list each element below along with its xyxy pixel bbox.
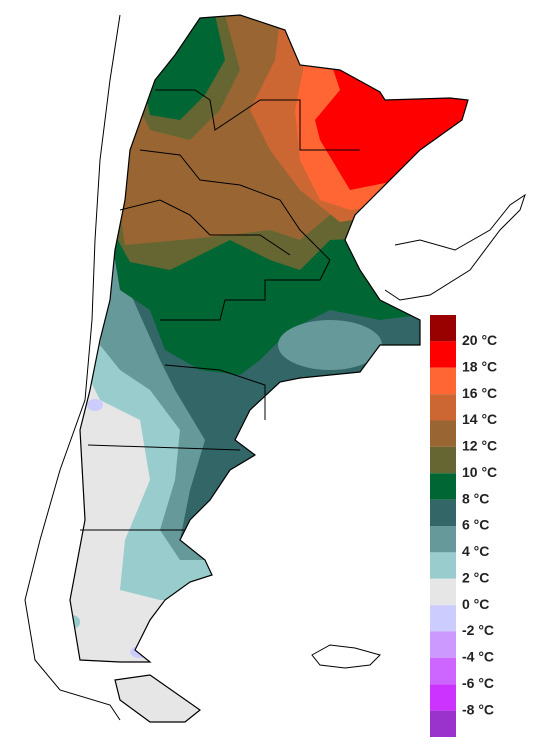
legend-swatch (430, 420, 456, 447)
legend-swatch (430, 526, 456, 553)
legend-swatch (430, 605, 456, 632)
legend-swatch (430, 578, 456, 606)
legend-label: 0 °C (462, 596, 489, 612)
province-borders (80, 89, 360, 531)
legend-swatch (430, 631, 456, 658)
legend-label: 14 °C (462, 411, 497, 427)
legend-swatch (430, 367, 456, 395)
legend-label: 16 °C (462, 385, 497, 401)
legend-label: 6 °C (462, 517, 489, 533)
legend-swatch (430, 446, 456, 474)
legend-label: 18 °C (462, 358, 497, 374)
legend-swatch (430, 684, 456, 711)
legend-swatch (430, 710, 456, 737)
legend-swatch (430, 552, 456, 579)
legend-label: 20 °C (462, 332, 497, 348)
legend-label: -8 °C (462, 701, 494, 717)
legend: 20 °C 18 °C 16 °C 14 °C 12 °C 10 °C 8 °C 6 °C 4 … (430, 315, 497, 737)
legend-label: -4 °C (462, 649, 494, 665)
malvinas (311, 644, 381, 669)
country-outline (69, 14, 469, 723)
legend-label: -6 °C (462, 675, 494, 691)
uruguay-outline (384, 193, 526, 301)
legend-label: 4 °C (462, 543, 489, 559)
legend-swatch (430, 657, 456, 685)
chile-outline (24, 14, 121, 721)
legend-swatch (430, 473, 456, 500)
legend-label: 10 °C (462, 464, 497, 480)
legend-swatch (430, 341, 456, 368)
legend-label: 8 °C (462, 490, 489, 506)
legend-label: 2 °C (462, 569, 489, 585)
legend-label: 12 °C (462, 438, 497, 454)
legend-swatch (430, 394, 456, 421)
legend-label: -2 °C (462, 622, 494, 638)
legend-swatch (430, 315, 456, 342)
legend-swatch (430, 499, 456, 526)
